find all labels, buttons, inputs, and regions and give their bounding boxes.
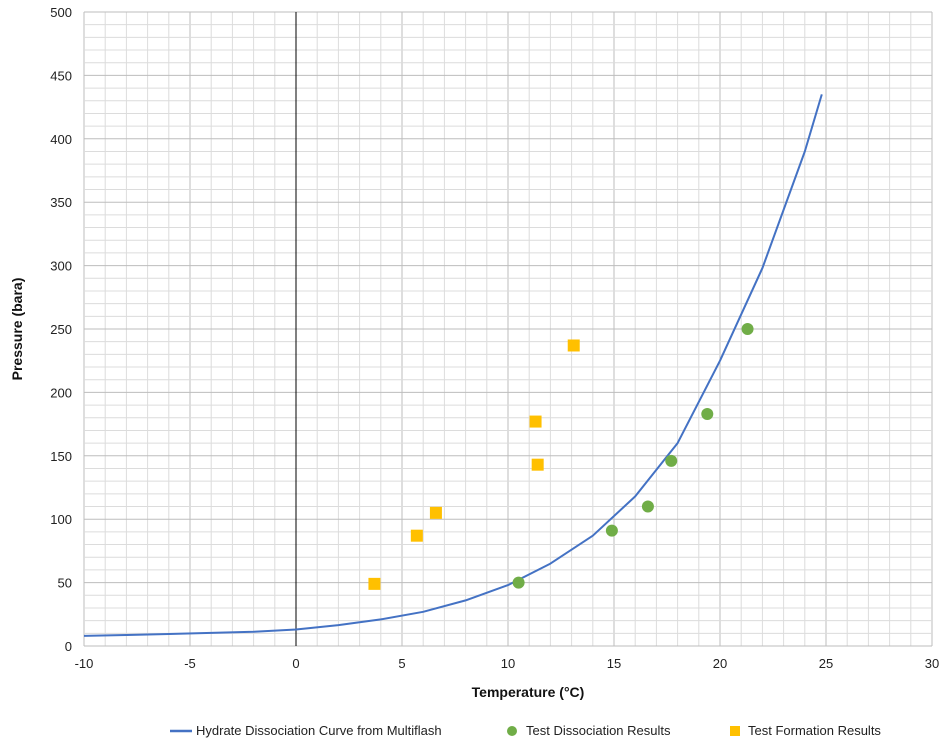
x-tick-label: 30 xyxy=(925,656,939,671)
x-tick-label: 10 xyxy=(501,656,515,671)
y-tick-label: 100 xyxy=(50,512,72,527)
point-dissociation xyxy=(741,323,754,335)
y-tick-label: 450 xyxy=(50,68,72,83)
point-formation xyxy=(410,529,423,542)
y-tick-label: 50 xyxy=(58,576,72,591)
point-formation xyxy=(567,339,580,352)
y-tick-label: 350 xyxy=(50,195,72,210)
tick-labels: -10 -5 0 5 10 15 20 25 3005010015020025030035040… xyxy=(50,5,939,671)
y-tick-label: 200 xyxy=(50,385,72,400)
legend-circle-swatch xyxy=(507,726,517,736)
legend-square-swatch xyxy=(730,726,740,736)
x-tick-label: -5 xyxy=(184,656,196,671)
legend-label-formation: Test Formation Results xyxy=(748,723,881,738)
grid xyxy=(83,11,933,647)
y-tick-label: 150 xyxy=(50,449,72,464)
point-dissociation xyxy=(665,454,678,467)
x-tick-label: 0 xyxy=(292,656,299,671)
point-formation xyxy=(531,458,544,471)
series-line-hydrate-curve xyxy=(83,94,823,637)
y-tick-label: 250 xyxy=(50,322,72,337)
legend-label-curve: Hydrate Dissociation Curve from Multifla… xyxy=(196,723,442,738)
point-dissociation xyxy=(701,407,714,420)
x-tick-label: 25 xyxy=(819,656,833,671)
series-layer xyxy=(83,94,823,637)
point-formation xyxy=(368,577,381,590)
point-dissociation xyxy=(605,524,618,537)
legend-label-dissociation: Test Dissociation Results xyxy=(526,723,671,738)
y-tick-label: 300 xyxy=(50,259,72,274)
x-tick-label: -10 xyxy=(75,656,94,671)
x-tick-label: 15 xyxy=(607,656,621,671)
point-formation xyxy=(529,415,542,428)
x-tick-label: 20 xyxy=(713,656,727,671)
y-tick-label: 400 xyxy=(50,132,72,147)
legend: Hydrate Dissociation Curve from Multifla… xyxy=(170,723,881,738)
point-dissociation xyxy=(641,500,654,513)
y-tick-label: 0 xyxy=(65,639,72,654)
point-dissociation xyxy=(512,576,525,589)
point-formation xyxy=(429,506,442,519)
x-tick-label: 5 xyxy=(398,656,405,671)
y-axis-title: Pressure (bara) xyxy=(9,278,25,381)
y-tick-label: 500 xyxy=(50,5,72,20)
x-axis-title: Temperature (°C) xyxy=(472,684,585,700)
